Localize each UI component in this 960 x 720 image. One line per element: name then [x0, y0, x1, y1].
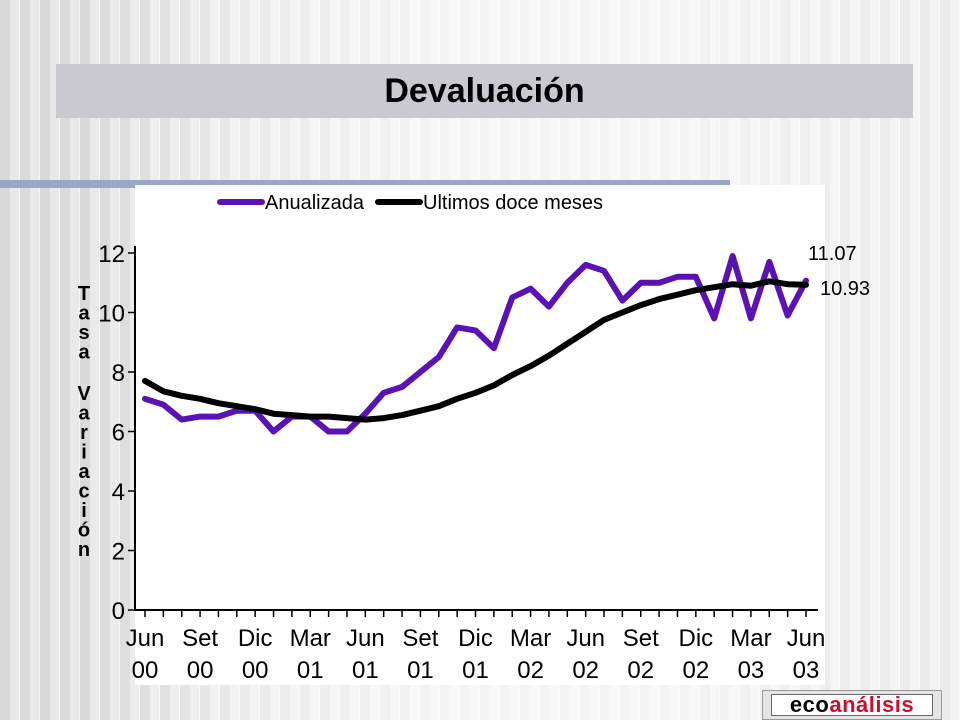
y-label-letter: ó — [78, 520, 90, 542]
end-label-anualizada: 11.07 — [808, 243, 857, 265]
x-tick-label-year: 01 — [462, 657, 489, 684]
divider-rule — [0, 180, 730, 188]
x-tick-label-month: Set — [182, 625, 218, 652]
end-label-ultimos: 10.93 — [820, 278, 870, 300]
logo-text-analisis: análisis — [829, 692, 915, 717]
x-tick-label-year: 00 — [132, 657, 159, 684]
series-lines — [142, 253, 809, 435]
x-tick-label-month: Jun — [346, 625, 385, 652]
y-axis-ticks: 0 2 4 6 8 10 12 — [98, 241, 135, 625]
ecoanalisis-logo: ecoanálisis — [762, 690, 942, 720]
y-label-letter: s — [78, 322, 89, 344]
y-label-letter: a — [78, 303, 90, 325]
x-tick-label-month: Mar — [510, 625, 551, 652]
y-tick-label: 8 — [112, 360, 125, 387]
axes — [134, 246, 818, 611]
x-tick-label-month: Set — [402, 625, 438, 652]
x-tick-label-year: 01 — [297, 657, 324, 684]
x-tick-label-year: 00 — [242, 657, 269, 684]
x-tick-label-month: Jun — [566, 625, 605, 652]
logo-box: ecoanálisis — [771, 694, 933, 716]
logo-text-eco: eco — [789, 692, 830, 717]
x-tick-label-month: Mar — [730, 625, 771, 652]
end-labels: 11.07 10.93 — [808, 243, 870, 300]
x-tick-label-year: 01 — [352, 657, 379, 684]
legend: Anualizada Ultimos doce meses — [217, 192, 603, 214]
y-label-letter: c — [78, 481, 89, 503]
y-label-letter: a — [78, 461, 90, 483]
x-tick-label-month: Mar — [290, 625, 331, 652]
legend-label-anualizada: Anualizada — [265, 192, 365, 214]
x-tick-label-month: Set — [623, 625, 659, 652]
x-tick-label-year: 02 — [627, 657, 654, 684]
x-tick-label-year: 03 — [793, 657, 820, 684]
y-label-letter: n — [78, 539, 90, 561]
chart: Anualizada Ultimos doce meses TasaVariaci… — [77, 185, 871, 685]
x-tick-label-month: Dic — [238, 625, 273, 652]
legend-label-ultimos: Ultimos doce meses — [423, 192, 603, 214]
title-bar — [56, 64, 913, 118]
plot-background — [135, 185, 825, 685]
series-ultimos-line — [142, 278, 809, 423]
x-tick-label-year: 02 — [517, 657, 544, 684]
y-tick-label: 0 — [112, 598, 125, 625]
x-axis-ticks: Jun 00 Set 00 Dic 00 Mar 01 Jun 01 Set 01 Dic 01 Mar 02… — [126, 610, 826, 684]
y-tick-label: 6 — [112, 420, 125, 447]
y-label-letter: i — [81, 442, 87, 464]
x-tick-label-month: Jun — [787, 625, 826, 652]
y-label-letter: a — [78, 403, 90, 425]
y-tick-label: 10 — [98, 301, 125, 328]
y-tick-label: 12 — [98, 241, 125, 268]
x-tick-label-month: Dic — [458, 625, 493, 652]
page-title: Devaluación — [384, 72, 585, 110]
x-tick-label-year: 03 — [738, 657, 765, 684]
y-label-letter: V — [77, 383, 91, 405]
y-tick-label: 4 — [112, 479, 125, 506]
y-label-letter: i — [81, 500, 87, 522]
y-tick-label: 2 — [112, 539, 125, 566]
y-label-letter: r — [80, 422, 88, 444]
x-tick-label-month: Dic — [678, 625, 713, 652]
y-label-letter: a — [78, 342, 90, 364]
x-tick-label-year: 02 — [682, 657, 709, 684]
x-tick-label-month: Jun — [126, 625, 165, 652]
x-tick-label-year: 00 — [187, 657, 214, 684]
y-label-letter: T — [78, 283, 90, 305]
x-tick-label-year: 02 — [572, 657, 599, 684]
x-tick-label-year: 01 — [407, 657, 434, 684]
